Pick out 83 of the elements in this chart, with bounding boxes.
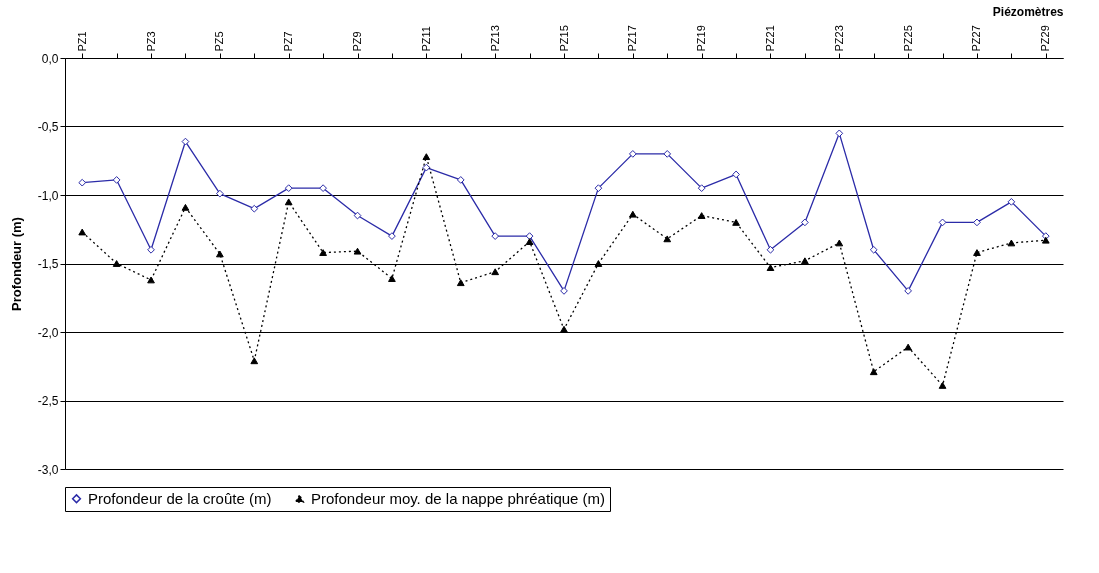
point [181, 203, 190, 211]
y-axis-title: Profondeur (m) [8, 217, 24, 311]
point [1007, 239, 1016, 247]
point [78, 178, 87, 187]
point [973, 249, 981, 256]
point [1041, 236, 1050, 244]
point [319, 184, 327, 192]
x-tick-label: PZ1 [75, 31, 88, 52]
x-axis-title: Piézomètres [992, 5, 1064, 20]
point [732, 170, 740, 179]
x-tick-label: PZ7 [282, 31, 295, 52]
point [422, 163, 431, 172]
legend-label: Profondeur moy. de la nappe phréatique (m) [311, 489, 606, 507]
legend-label: Profondeur de la croûte (m) [88, 489, 272, 507]
point [594, 260, 603, 267]
y-tick-label: -0,5 [37, 120, 59, 134]
point [697, 184, 706, 192]
point [525, 232, 534, 240]
x-tick-label: PZ19 [695, 25, 708, 52]
point [560, 287, 568, 295]
point [491, 268, 500, 276]
x-tick-label: PZ17 [626, 25, 639, 52]
point [456, 279, 465, 287]
point [938, 218, 947, 227]
y-tick-label: -2,5 [37, 394, 59, 408]
point [78, 228, 87, 236]
point [904, 343, 912, 351]
point [284, 184, 293, 192]
x-tick-label: PZ29 [1039, 25, 1052, 52]
point [1007, 198, 1016, 206]
point [456, 176, 465, 184]
x-tick-label: PZ23 [832, 25, 845, 52]
point [216, 250, 224, 258]
y-tick-label: -2,0 [37, 325, 59, 340]
point [422, 153, 431, 161]
point [560, 325, 568, 333]
point [973, 218, 981, 227]
point [388, 232, 396, 240]
y-tick-label: -1,0 [37, 188, 59, 203]
point [181, 137, 190, 146]
point [284, 198, 293, 206]
point [869, 368, 878, 376]
point [388, 275, 396, 282]
point [663, 235, 672, 243]
point [697, 212, 706, 219]
y-tick-label: -3,0 [37, 462, 59, 477]
point [938, 382, 947, 389]
point [628, 210, 637, 218]
point [835, 239, 844, 247]
point [250, 204, 259, 213]
point [216, 189, 224, 198]
x-tick-label: PZ25 [901, 25, 914, 52]
y-tick-label: 0,0 [41, 51, 59, 66]
y-tick-label: -1,5 [37, 257, 59, 271]
x-tick-label: PZ5 [213, 31, 226, 52]
point [766, 264, 775, 272]
point [319, 249, 327, 256]
point [663, 150, 672, 158]
x-tick-label: PZ27 [970, 25, 983, 52]
point [835, 129, 844, 138]
x-tick-label: PZ9 [351, 31, 364, 52]
point [732, 218, 740, 226]
point [147, 245, 155, 254]
point [801, 218, 809, 227]
point [147, 276, 155, 284]
point [766, 245, 775, 254]
point [353, 247, 362, 255]
x-tick-label: PZ13 [488, 25, 501, 52]
x-tick-label: PZ11 [419, 26, 432, 52]
point [525, 238, 534, 245]
x-tick-label: PZ3 [144, 31, 157, 52]
point [112, 260, 121, 267]
point [904, 287, 912, 295]
point [353, 211, 362, 220]
point [250, 357, 259, 365]
point [628, 150, 637, 158]
point [112, 176, 121, 184]
x-tick-label: PZ15 [557, 25, 570, 52]
point [801, 257, 809, 265]
x-tick-label: PZ21 [763, 25, 776, 52]
point [594, 184, 603, 192]
point [491, 232, 500, 240]
point [869, 245, 878, 254]
